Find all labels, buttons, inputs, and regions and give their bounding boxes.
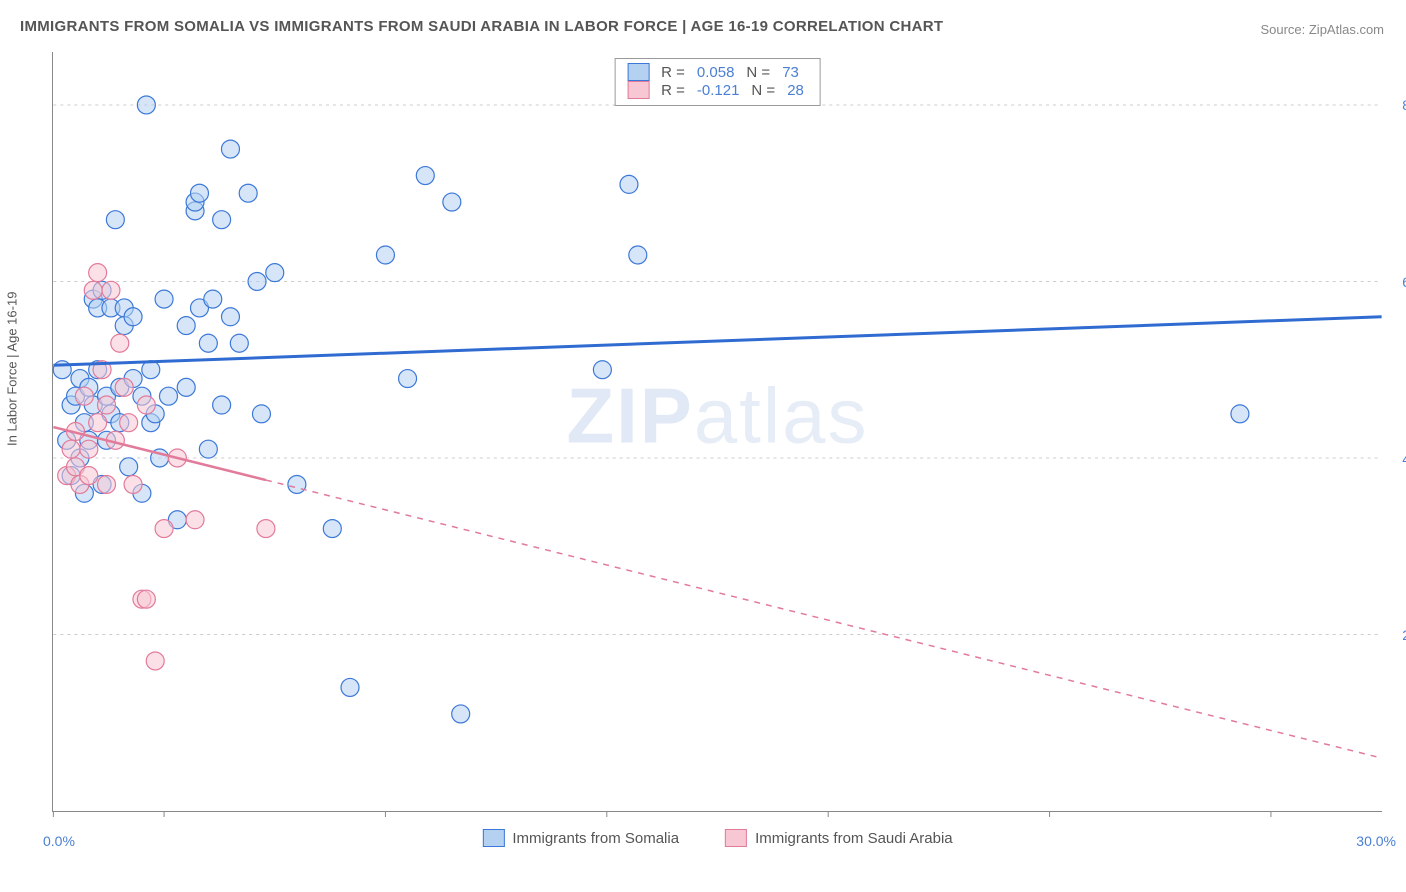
- n-label: N =: [746, 64, 770, 81]
- stats-row-somalia: R = 0.058 N = 73: [627, 63, 804, 81]
- stats-legend: R = 0.058 N = 73 R = -0.121 N = 28: [614, 58, 821, 106]
- legend-label-saudi: Immigrants from Saudi Arabia: [755, 830, 953, 847]
- r-label: R =: [661, 82, 685, 99]
- swatch-pink-icon: [725, 829, 747, 847]
- legend-item-saudi: Immigrants from Saudi Arabia: [725, 829, 953, 847]
- ytick-label: 80.0%: [1402, 97, 1406, 113]
- plot-area: ZIPatlas R = 0.058 N = 73 R = -0.121 N =…: [52, 52, 1382, 812]
- chart-title: IMMIGRANTS FROM SOMALIA VS IMMIGRANTS FR…: [20, 18, 943, 35]
- xtick-max: 30.0%: [1356, 833, 1396, 849]
- legend-item-somalia: Immigrants from Somalia: [482, 829, 679, 847]
- ytick-label: 20.0%: [1402, 627, 1406, 643]
- chart-svg: [53, 52, 1382, 811]
- swatch-blue-icon: [482, 829, 504, 847]
- xtick-min: 0.0%: [43, 833, 75, 849]
- r-value-somalia: 0.058: [697, 64, 735, 81]
- y-axis-label: In Labor Force | Age 16-19: [5, 292, 20, 446]
- swatch-blue-icon: [627, 63, 649, 81]
- series-legend: Immigrants from Somalia Immigrants from …: [482, 829, 952, 847]
- swatch-pink-icon: [627, 81, 649, 99]
- legend-label-somalia: Immigrants from Somalia: [512, 830, 679, 847]
- ytick-label: 60.0%: [1402, 274, 1406, 290]
- n-value-somalia: 73: [782, 64, 799, 81]
- stats-row-saudi: R = -0.121 N = 28: [627, 81, 804, 99]
- r-value-saudi: -0.121: [697, 82, 740, 99]
- ytick-label: 40.0%: [1402, 451, 1406, 467]
- n-label: N =: [751, 82, 775, 99]
- source-label: Source: ZipAtlas.com: [1260, 22, 1384, 37]
- r-label: R =: [661, 64, 685, 81]
- n-value-saudi: 28: [787, 82, 804, 99]
